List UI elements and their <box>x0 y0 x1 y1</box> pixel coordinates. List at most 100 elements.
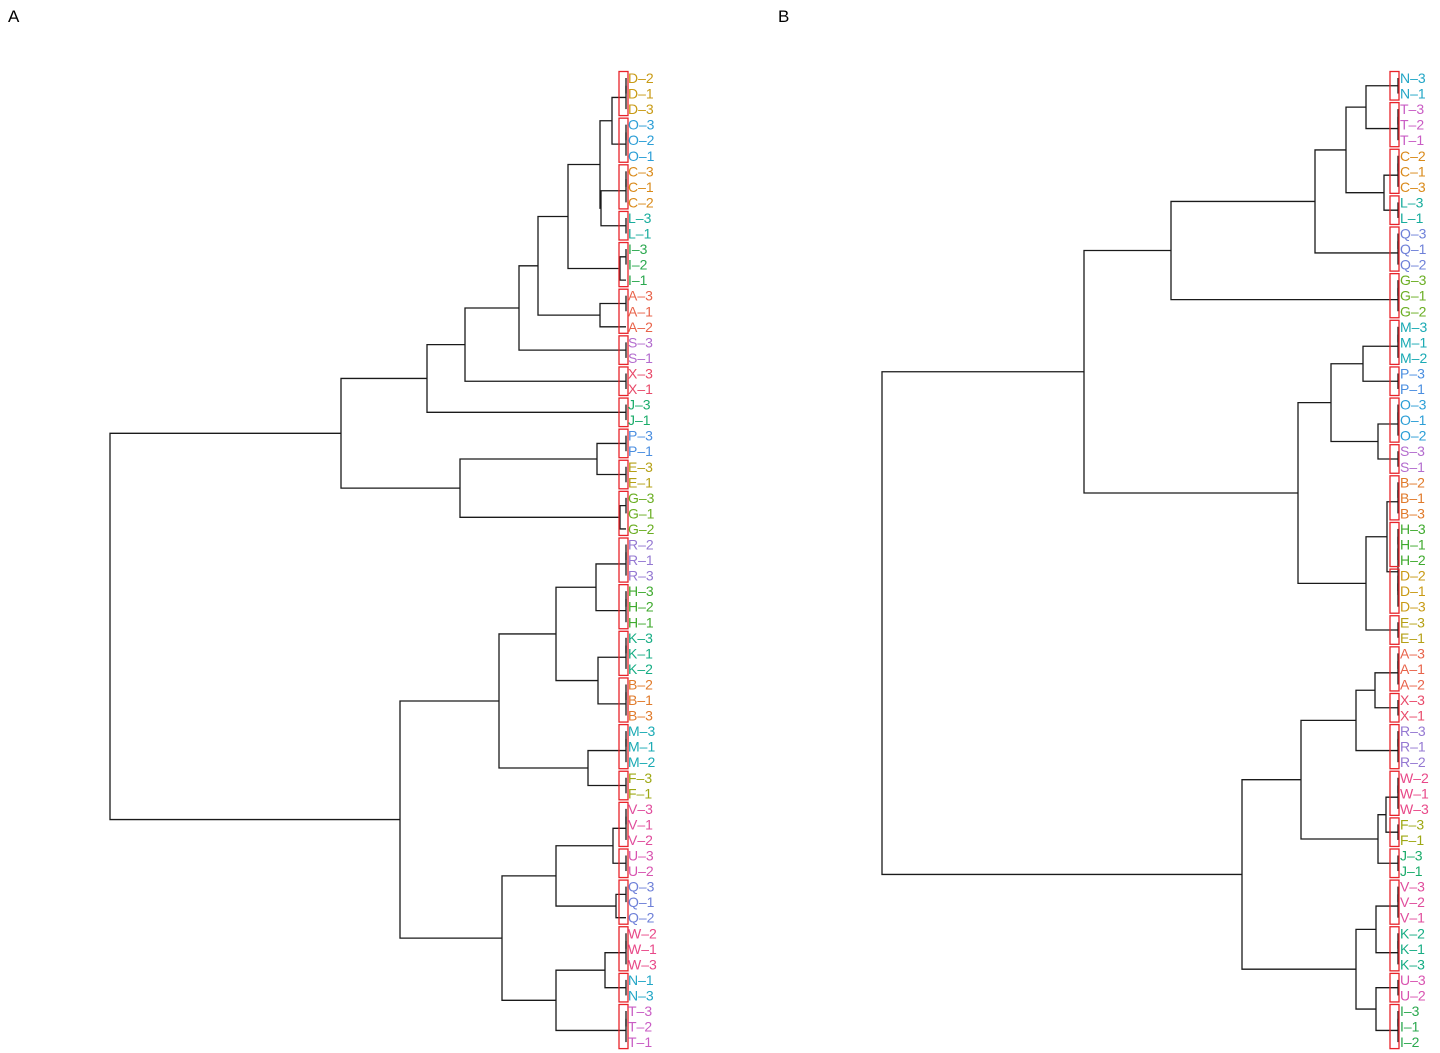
panel-b-leaf-label: D–3 <box>1400 599 1426 615</box>
panel-b-group-box-f <box>1389 817 1400 848</box>
panel-a-leaf-label: K–2 <box>628 661 653 677</box>
panel-b-group-box-q <box>1389 226 1400 272</box>
panel-b-leaf-label: H–2 <box>1400 552 1426 568</box>
panel-b-leaf-label: C–3 <box>1400 179 1426 195</box>
panel-a-leaf-label: I–1 <box>628 272 648 288</box>
panel-a-leaf-label: J–1 <box>628 412 651 428</box>
panel-b-leaf-label: M–2 <box>1400 350 1427 366</box>
panel-a-leaf-label: L–3 <box>628 210 652 226</box>
panel-a-leaf-label: O–3 <box>628 117 655 133</box>
panel-b-branch <box>1300 719 1378 840</box>
panel-a-branch <box>498 633 588 769</box>
panel-a-branch <box>619 256 626 281</box>
panel-a-group-box-w <box>618 926 629 972</box>
panel-b-leaf-label: A–2 <box>1400 676 1425 692</box>
panel-a-leaf-label: Q–2 <box>628 910 655 926</box>
panel-b-branch <box>1170 200 1398 301</box>
panel-b-group-box-d <box>1389 568 1400 614</box>
panel-b-leaf-label: U–2 <box>1400 987 1426 1003</box>
panel-b-group-box-w <box>1389 770 1400 816</box>
panel-a-leaf-label: V–2 <box>628 832 653 848</box>
panel-b-leaf-label: L–1 <box>1400 210 1424 226</box>
panel-a-label: A <box>8 7 20 26</box>
panel-b-branch <box>1374 672 1398 709</box>
panel-a-group-box-o <box>618 117 629 163</box>
panel-a-leaf-label: C–3 <box>628 163 654 179</box>
panel-b-leaf-label: O–3 <box>1400 397 1427 413</box>
panel-b-group-box-u <box>1389 972 1400 1003</box>
panel-b-leaf-label: D–1 <box>1400 583 1426 599</box>
panel-a-leaf-label: T–2 <box>628 1019 652 1035</box>
panel-b-leaf-label: Q–1 <box>1400 241 1427 257</box>
panel-a-leaf-label: W–3 <box>628 956 657 972</box>
dendrogram-panel-a: D–2D–1D–3O–3O–2O–1C–3C–1C–2L–3L–1I–3I–2I… <box>109 70 657 1050</box>
panel-a-leaf-label: V–1 <box>628 816 653 832</box>
panel-b-group-box-j <box>1389 848 1400 879</box>
panel-a-branch <box>599 302 626 328</box>
panel-a-leaf-label: X–1 <box>628 381 653 397</box>
panel-a-group-box-k <box>618 630 629 677</box>
panel-b-leaf-label: P–1 <box>1400 381 1425 397</box>
panel-a-group-box-i <box>618 241 629 288</box>
panel-a-leaf-label: B–3 <box>628 708 653 724</box>
panel-a-leaf-label: I–2 <box>628 257 648 273</box>
panel-a-leaf-label: H–3 <box>628 583 654 599</box>
panel-b-leaf-label: A–1 <box>1400 661 1425 677</box>
panel-a-group-box-j <box>618 397 629 428</box>
panel-b-leaf-label: H–1 <box>1400 537 1426 553</box>
panel-a-group-box-s <box>618 335 629 366</box>
panel-b-branch <box>1297 401 1366 585</box>
panel-a-leaf-label: A–2 <box>628 319 653 335</box>
panel-a-group-box-g <box>618 490 629 537</box>
panel-b-group-box-c <box>1389 148 1400 194</box>
panel-b-branch <box>1377 814 1398 864</box>
panel-b-leaf-label: G–3 <box>1400 272 1427 288</box>
panel-a-branch <box>604 952 626 989</box>
panel-a-group-box-l <box>618 210 629 241</box>
panel-b-leaf-label: M–1 <box>1400 334 1427 350</box>
panel-b-branch <box>1314 149 1398 254</box>
panel-b-leaf-label: H–3 <box>1400 521 1426 537</box>
panel-b-leaf-label: R–2 <box>1400 754 1426 770</box>
panel-b-group-box-o <box>1389 397 1400 443</box>
panel-b-leaf-label: M–3 <box>1400 319 1427 335</box>
panel-b-group-box-b <box>1389 475 1400 521</box>
panel-a-group-box-x <box>618 366 629 397</box>
panel-a-leaf-label: U–2 <box>628 863 654 879</box>
panel-b-leaf-label: R–3 <box>1400 723 1426 739</box>
panel-a-group-box-v <box>618 801 629 848</box>
panel-a-leaf-label: W–1 <box>628 941 657 957</box>
panel-a-leaf-label: Q–1 <box>628 894 655 910</box>
panel-b-leaf-label: C–1 <box>1400 163 1426 179</box>
panel-a-branch <box>599 120 612 209</box>
panel-b-branch <box>1241 779 1356 970</box>
panel-a-branch <box>399 700 502 939</box>
panel-a-leaf-label: W–2 <box>628 925 657 941</box>
panel-a-leaf-label: E–1 <box>628 474 653 490</box>
panel-a-group-box-b <box>618 677 629 723</box>
panel-a-branch <box>567 163 620 270</box>
panel-a-leaf-label: K–1 <box>628 645 653 661</box>
panel-b-leaf-label: W–2 <box>1400 770 1429 786</box>
panel-b-branch <box>881 371 1242 876</box>
panel-b-leaf-label: T–2 <box>1400 117 1424 133</box>
panel-a-leaf-label: S–1 <box>628 350 653 366</box>
panel-b-leaf-label: A–3 <box>1400 645 1425 661</box>
panel-a-leaf-label: P–1 <box>628 443 653 459</box>
panel-a-leaf-label: M–3 <box>628 723 655 739</box>
panel-a-branch <box>595 563 626 612</box>
panel-b-group-box-l <box>1389 195 1400 226</box>
panel-a-branch <box>600 190 626 227</box>
panel-b-branch <box>1355 689 1398 752</box>
panel-b-group-box-s <box>1389 444 1400 474</box>
panel-a-leaf-label: F–3 <box>628 770 652 786</box>
panel-a-leaf-label: E–3 <box>628 459 653 475</box>
panel-b-group-box-r <box>1389 723 1400 770</box>
panel-b-group-box-k <box>1389 926 1400 972</box>
panel-b-branch <box>1383 174 1398 211</box>
panel-b-group-box-t <box>1389 101 1400 148</box>
panel-a-leaf-label: A–1 <box>628 303 653 319</box>
panel-b-leaf-label: F–3 <box>1400 816 1424 832</box>
panel-a-branch <box>596 442 626 476</box>
